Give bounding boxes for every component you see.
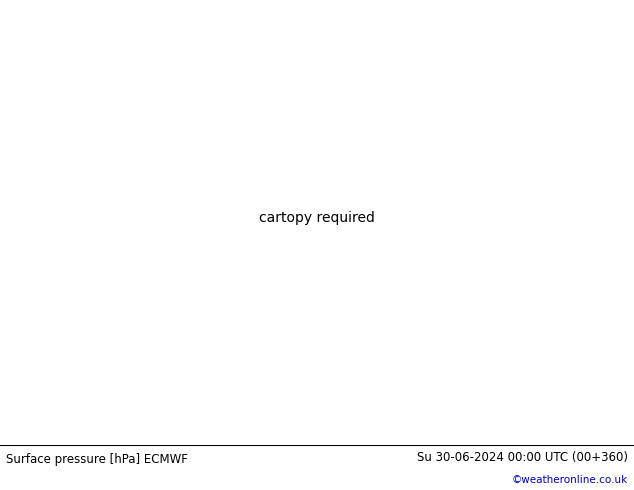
Text: Su 30-06-2024 00:00 UTC (00+360): Su 30-06-2024 00:00 UTC (00+360) <box>417 451 628 464</box>
Text: Surface pressure [hPa] ECMWF: Surface pressure [hPa] ECMWF <box>6 453 188 466</box>
Text: ©weatheronline.co.uk: ©weatheronline.co.uk <box>512 475 628 485</box>
Text: cartopy required: cartopy required <box>259 212 375 225</box>
